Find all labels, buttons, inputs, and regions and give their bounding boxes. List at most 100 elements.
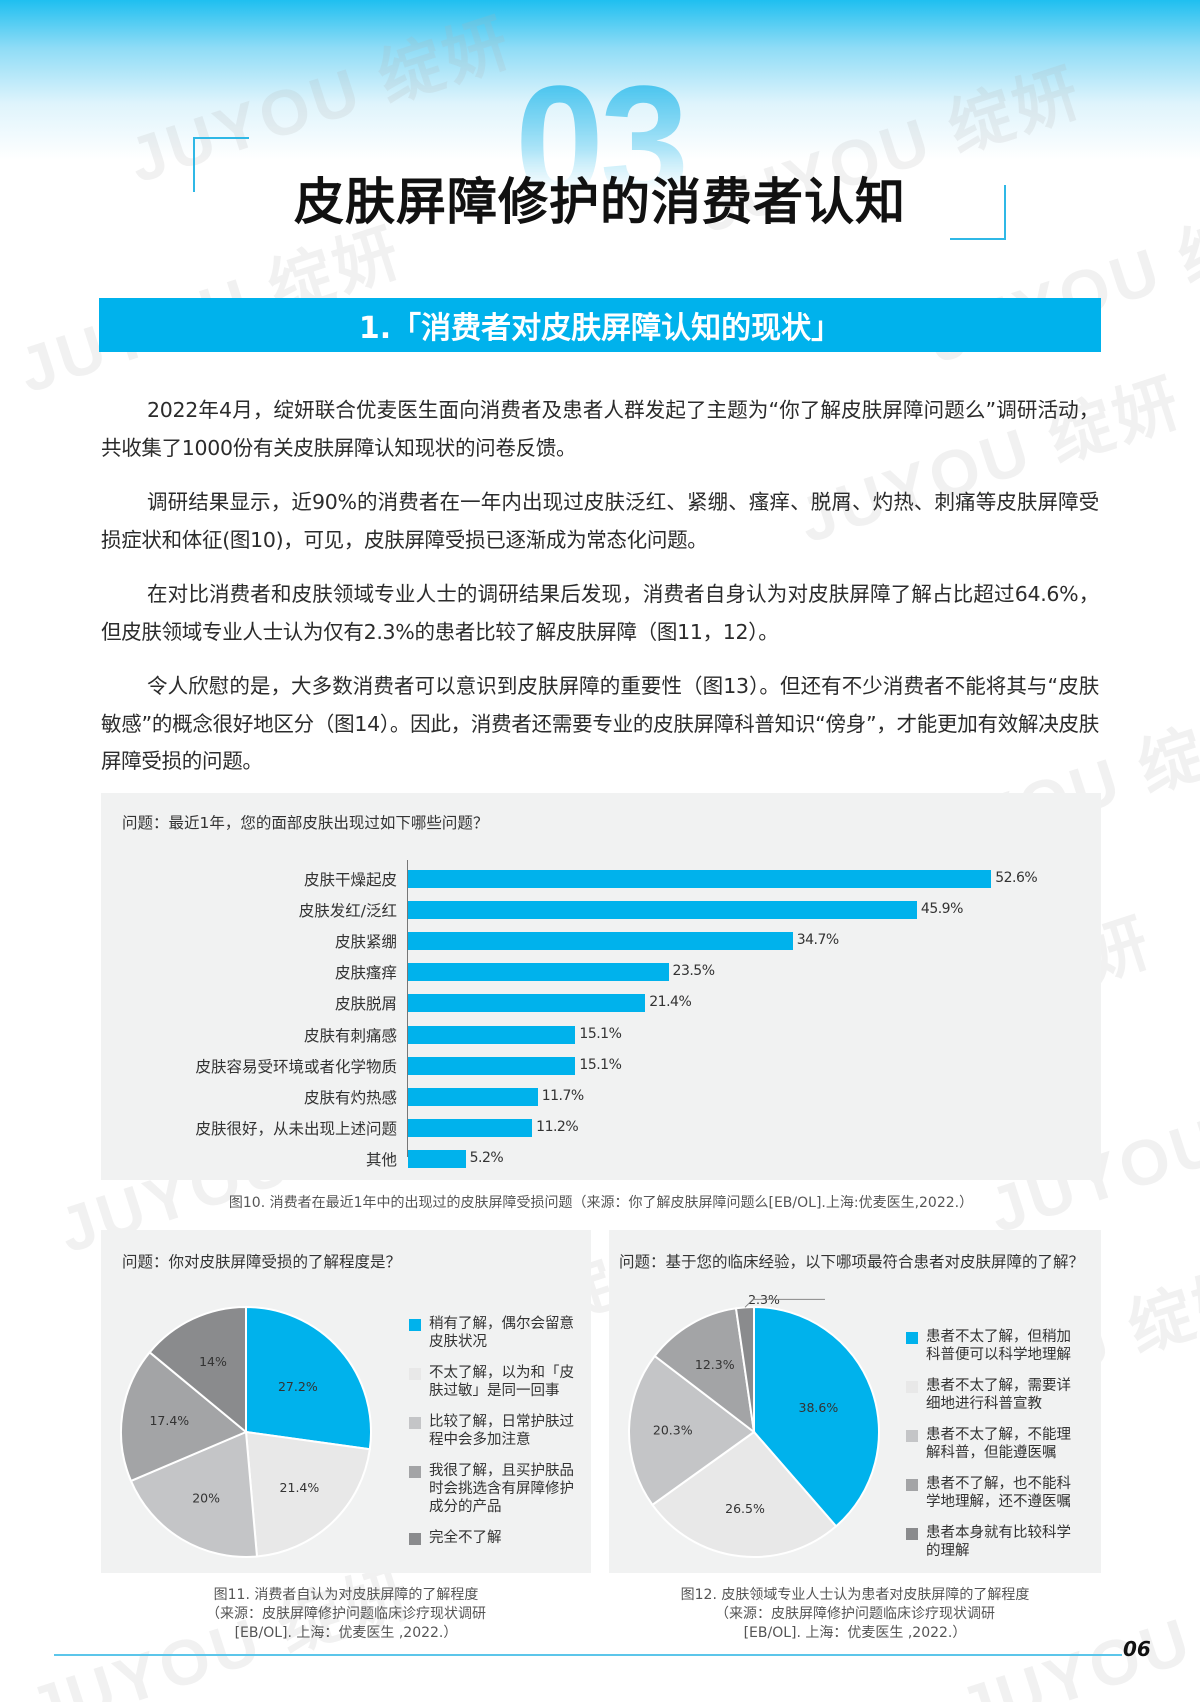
bar-value-label: 15.1% xyxy=(579,1025,622,1042)
legend-label: 患者不了解，也不能科学地理解，还不遵医嘱 xyxy=(926,1476,1071,1510)
pie-value-label: 14% xyxy=(199,1354,227,1369)
chart-question: 问题：你对皮肤屏障受损的了解程度是？ xyxy=(122,1253,402,1271)
legend-label: 患者不太了解，但稍加科普便可以科学地理解 xyxy=(926,1329,1071,1363)
pie-slice xyxy=(148,1305,247,1435)
pie-slice xyxy=(651,1430,838,1558)
legend-swatch xyxy=(409,1319,421,1331)
legend-item: 患者不太了解，但稍加科普便可以科学地理解 xyxy=(906,1328,1076,1364)
pie-slice xyxy=(244,1430,371,1558)
pie-slice xyxy=(628,1354,756,1507)
pie-value-label: 17.4% xyxy=(149,1413,189,1428)
paragraph: 调研结果显示，近90%的消费者在一年内出现过皮肤泛红、紧绷、瘙痒、脱屑、灼热、刺… xyxy=(101,490,1099,552)
legend-label: 我很了解，且买护肤品时会挑选含有屏障修护成分的产品 xyxy=(429,1463,574,1515)
legend-item: 患者不太了解，不能理解科普，但能遵医嘱 xyxy=(906,1426,1076,1462)
paragraph: 令人欣慰的是，大多数消费者可以意识到皮肤屏障的重要性（图13）。但还有不少消费者… xyxy=(101,674,1099,773)
pie-value-label: 20.3% xyxy=(653,1423,693,1438)
caption-line: [EB/OL]. 上海：优麦医生 ,2022.） xyxy=(743,1625,967,1641)
legend-swatch xyxy=(906,1332,918,1344)
section-heading-bar: 1.「消费者对皮肤屏障认知的现状」 xyxy=(99,298,1101,352)
legend-swatch xyxy=(409,1417,421,1429)
bar-row: 皮肤干燥起皮 52.6% xyxy=(101,870,1101,889)
chart-legend: 患者不太了解，但稍加科普便可以科学地理解 患者不太了解，需要详细地进行科普宣教 患者… xyxy=(906,1328,1076,1573)
legend-item: 患者本身就有比较科学的理解 xyxy=(906,1524,1076,1560)
bar-label: 皮肤容易受环境或者化学物质 xyxy=(195,1057,397,1076)
chart-question: 问题：基于您的临床经验，以下哪项最符合患者对皮肤屏障的了解？ xyxy=(619,1253,1085,1271)
pie-chart: 38.6%26.5%20.3%12.3%2.3% xyxy=(628,1292,880,1558)
leader-line xyxy=(744,1298,825,1308)
legend-label: 稍有了解，偶尔会留意皮肤状况 xyxy=(429,1316,574,1350)
bar xyxy=(408,963,669,982)
bar xyxy=(408,1087,538,1106)
bar-row: 其他 5.2% xyxy=(101,1149,1101,1169)
legend-item: 不太了解，以为和「皮肤过敏」是同一回事 xyxy=(409,1364,579,1400)
pie-value-label: 27.2% xyxy=(278,1379,318,1394)
bar-label: 皮肤有灼热感 xyxy=(303,1088,397,1107)
legend-swatch xyxy=(906,1430,918,1442)
pie-value-label: 12.3% xyxy=(695,1357,735,1372)
pie-slice xyxy=(245,1305,372,1451)
bar-value-label: 11.7% xyxy=(541,1087,584,1104)
legend-label: 患者不太了解，需要详细地进行科普宣教 xyxy=(926,1378,1071,1412)
chapter-number: 03 xyxy=(515,52,689,231)
bar-value-label: 21.4% xyxy=(649,994,692,1011)
bar-value-label: 45.9% xyxy=(920,901,963,918)
figure12-pie-chart: 问题：基于您的临床经验，以下哪项最符合患者对皮肤屏障的了解？ 38.6% 26.5… xyxy=(609,1230,1101,1573)
header-gradient-background xyxy=(0,0,1200,160)
legend-item: 稍有了解，偶尔会留意皮肤状况 xyxy=(409,1315,579,1351)
bar-row: 皮肤有灼热感 11.7% xyxy=(101,1087,1101,1107)
caption-line: 图12. 皮肤领域专业人士认为患者对皮肤屏障的了解程度 xyxy=(680,1587,1030,1603)
pie-value-label: 20% xyxy=(192,1490,220,1505)
legend-label: 不太了解，以为和「皮肤过敏」是同一回事 xyxy=(429,1365,574,1399)
bar-value-label: 52.6% xyxy=(995,870,1038,886)
figure10-bar-chart: 问题：最近1年，您的面部皮肤出现过如下哪些问题？ 皮肤干燥起皮 52.6% 皮肤发红… xyxy=(101,793,1101,1180)
bar-row: 皮肤紧绷 34.7% xyxy=(101,932,1101,951)
bar xyxy=(408,932,793,951)
pie-value-label: 38.6% xyxy=(799,1400,839,1415)
bar xyxy=(408,994,646,1013)
bar xyxy=(408,1056,576,1075)
bar-label: 皮肤很好，从未出现上述问题 xyxy=(195,1119,397,1138)
pie-slice xyxy=(129,1430,259,1558)
bar-row: 皮肤脱屑 21.4% xyxy=(101,994,1101,1014)
bar-label: 皮肤瘙痒 xyxy=(334,964,397,983)
bar xyxy=(408,1025,576,1044)
body-text: 2022年4月，绽妍联合优麦医生面向消费者及患者人群发起了主题为“你了解皮肤屏障… xyxy=(101,392,1099,798)
title-bracket-left xyxy=(193,137,249,192)
legend-swatch xyxy=(906,1381,918,1393)
pie-slice xyxy=(120,1350,248,1483)
legend-item: 完全不了解 xyxy=(409,1529,579,1547)
legend-swatch xyxy=(906,1528,918,1540)
pie-slice xyxy=(653,1307,756,1435)
figure11-caption: 图11. 消费者自认为对皮肤屏障的了解程度 （来源：皮肤屏障修护问题临床诊疗现状… xyxy=(101,1586,591,1643)
legend-label: 完全不了解 xyxy=(429,1530,502,1546)
bar xyxy=(408,870,992,888)
bar-label: 皮肤脱屑 xyxy=(334,995,397,1014)
bar-value-label: 23.5% xyxy=(672,963,715,980)
legend-label: 患者不太了解，不能理解科普，但能遵医嘱 xyxy=(926,1427,1071,1461)
legend-item: 患者不太了解，需要详细地进行科普宣教 xyxy=(906,1377,1076,1413)
section-heading: 1.「消费者对皮肤屏障认知的现状」 xyxy=(358,311,842,346)
page-number: 06 xyxy=(1123,1637,1151,1661)
legend-swatch xyxy=(409,1533,421,1545)
paragraph: 在对比消费者和皮肤领域专业人士的调研结果后发现，消费者自身认为对皮肤屏障了解占比… xyxy=(101,582,1099,644)
pie-slice xyxy=(753,1305,880,1528)
title-bracket-right xyxy=(950,185,1006,240)
bar-row: 皮肤很好，从未出现上述问题 11.2% xyxy=(101,1118,1101,1138)
bar-row: 皮肤容易受环境或者化学物质 15.1% xyxy=(101,1056,1101,1076)
caption-line: [EB/OL]. 上海：优麦医生 ,2022.） xyxy=(234,1625,458,1641)
bar-row: 皮肤有刺痛感 15.1% xyxy=(101,1025,1101,1045)
figure11-pie-chart: 问题：你对皮肤屏障受损的了解程度是？ 27.2% 21.4% 20% 17.4% 14%… xyxy=(101,1230,591,1573)
bar-value-label: 11.2% xyxy=(536,1118,579,1135)
bar xyxy=(408,1149,466,1168)
legend-swatch xyxy=(409,1466,421,1478)
bar-value-label: 5.2% xyxy=(469,1149,504,1166)
pie-value-label: 21.4% xyxy=(280,1480,320,1495)
figure10-caption: 图10. 消费者在最近1年中的出现过的皮肤屏障受损问题（来源：你了解皮肤屏障问题… xyxy=(228,1195,974,1211)
caption-line: （来源：皮肤屏障修护问题临床诊疗现状调研 xyxy=(206,1606,486,1622)
chart-question: 问题：最近1年，您的面部皮肤出现过如下哪些问题？ xyxy=(122,814,489,832)
bar-value-label: 15.1% xyxy=(579,1056,622,1073)
caption-line: 图11. 消费者自认为对皮肤屏障的了解程度 xyxy=(213,1587,479,1603)
bar-label: 皮肤发红/泛红 xyxy=(298,902,397,921)
chart-legend: 稍有了解，偶尔会留意皮肤状况 不太了解，以为和「皮肤过敏」是同一回事 比较了解，日常… xyxy=(409,1315,579,1560)
bar-row: 皮肤发红/泛红 45.9% xyxy=(101,901,1101,921)
